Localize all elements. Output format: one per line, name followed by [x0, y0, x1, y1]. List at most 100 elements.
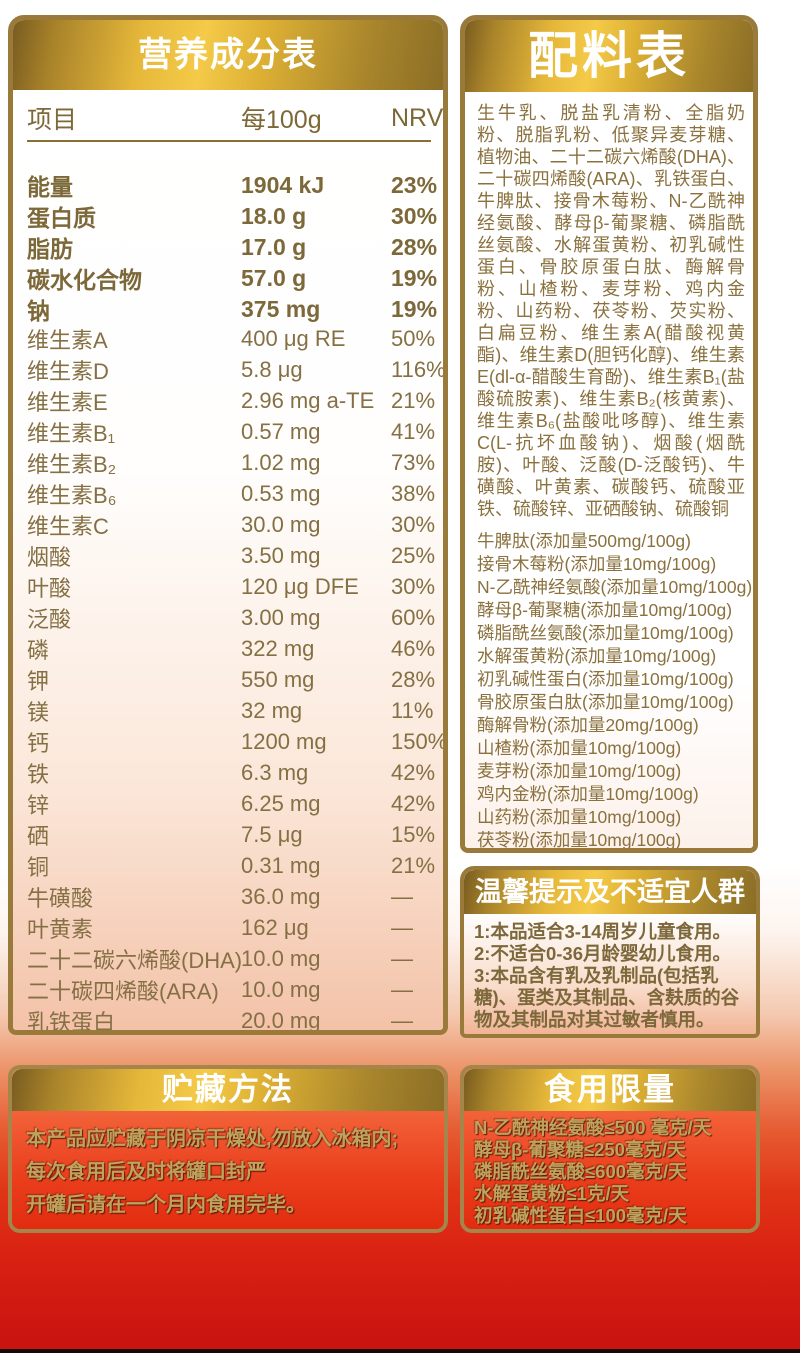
nutrient-name: 磷	[27, 638, 50, 663]
table-row: 脂肪 17.0 g 28%	[27, 230, 438, 263]
nutrient-amount: 162 μg	[241, 915, 309, 940]
nutrient-name: 钠	[27, 298, 50, 324]
nutrient-nrv: 25%	[391, 543, 436, 568]
nutrient-nrv: 116%	[391, 357, 446, 382]
nutrient-name: 叶酸	[27, 576, 72, 601]
nutrient-name: 维生素B₂	[27, 452, 117, 477]
nutrient-amount: 375 mg	[241, 295, 321, 322]
nutrient-nrv: 30%	[391, 202, 438, 229]
consumption-limit-line: 酵母β-葡聚糖≤250毫克/天	[474, 1139, 686, 1160]
consumption-limit-title: 食用限量	[464, 1069, 756, 1111]
nutrient-nrv: 28%	[391, 233, 438, 260]
nutrient-name: 维生素A	[27, 328, 108, 353]
nutrient-name: 蛋白质	[27, 205, 96, 231]
nutrient-nrv: 15%	[391, 822, 436, 847]
header-divider	[27, 140, 431, 142]
nutrient-amount: 550 mg	[241, 667, 315, 692]
table-row: 磷 322 mg 46%	[27, 633, 437, 664]
nutrient-name: 烟酸	[27, 545, 72, 570]
additive-item: N-乙酰神经氨酸(添加量10mg/100g)	[477, 577, 753, 597]
nutrient-nrv: —	[391, 977, 413, 1002]
consumption-limit-line: 磷脂酰丝氨酸≤600毫克/天	[474, 1161, 687, 1182]
nutrient-nrv: 30%	[391, 512, 436, 537]
table-row: 钾 550 mg 28%	[27, 664, 437, 695]
nutrient-nrv: 28%	[391, 667, 436, 692]
nutrient-name: 铜	[27, 855, 50, 880]
table-row: 硒 7.5 μg 15%	[27, 819, 437, 850]
table-row: 维生素D 5.8 μg 116%	[27, 354, 443, 385]
nutrient-amount: 10.0 mg	[241, 946, 321, 971]
nutrient-nrv: 11%	[391, 698, 434, 723]
ingredients-body: 生牛乳、脱盐乳清粉、全脂奶粉、脱脂乳粉、低聚异麦芽糖、植物油、二十二碳六烯酸(D…	[465, 92, 753, 848]
ingredients-title: 配料表	[465, 20, 753, 92]
consumption-limit-line: N-乙酰神经氨酸≤500 毫克/天	[474, 1117, 712, 1138]
nutrition-rows: 能量 1904 kJ 23% 蛋白质 18.0 g 30% 脂肪 17.0 g …	[27, 168, 443, 1035]
nutrient-nrv: 60%	[391, 605, 436, 630]
storage-body: 本产品应贮藏于阴凉干燥处,勿放入冰箱内; 每次食用后及时将罐口封严 开罐后请在一个月…	[12, 1111, 444, 1229]
nutrient-name: 叶黄素	[27, 917, 94, 942]
additive-item: 牛脾肽(添加量500mg/100g)	[477, 531, 691, 551]
nutrient-nrv: 19%	[391, 295, 438, 322]
nutrition-table: 项目 每100g NRV% 能量 1904 kJ 23% 蛋白质 18.0 g …	[13, 90, 443, 1030]
additive-item: 鸡内金粉(添加量10mg/100g)	[477, 784, 699, 804]
nutrient-amount: 2.96 mg a-TE	[241, 388, 375, 413]
nutrient-name: 二十二碳六烯酸(DHA)	[27, 948, 243, 973]
nutrient-nrv: 46%	[391, 636, 436, 661]
nutrition-facts-panel: 营养成分表 项目 每100g NRV% 能量 1904 kJ 23% 蛋白质 1…	[8, 15, 448, 1035]
nutrient-nrv: —	[391, 946, 413, 971]
table-row: 烟酸 3.50 mg 25%	[27, 540, 437, 571]
consumption-limit-panel: 食用限量 N-乙酰神经氨酸≤500 毫克/天 酵母β-葡聚糖≤250毫克/天 磷脂酰…	[460, 1065, 760, 1233]
storage-panel: 贮藏方法 本产品应贮藏于阴凉干燥处,勿放入冰箱内; 每次食用后及时将罐口封严 开罐后…	[8, 1065, 448, 1233]
nutrient-nrv: 38%	[391, 481, 436, 506]
additive-amount-list: 牛脾肽(添加量500mg/100g) 接骨木莓粉(添加量10mg/100g) N-乙…	[477, 530, 753, 848]
nutrient-amount: 6.25 mg	[241, 791, 321, 816]
nutrient-nrv: 21%	[391, 388, 436, 413]
table-row: 能量 1904 kJ 23%	[27, 168, 437, 201]
column-header-item: 项目	[27, 106, 78, 134]
nutrient-nrv: —	[391, 1008, 413, 1033]
nutrient-amount: 30.0 mg	[241, 512, 321, 537]
nutrient-name: 乳铁蛋白	[27, 1010, 116, 1035]
nutrient-nrv: 73%	[391, 450, 436, 475]
table-row: 碳水化合物 57.0 g 19%	[27, 261, 437, 294]
nutrient-name: 硒	[27, 824, 50, 849]
nutrient-amount: 322 mg	[241, 636, 315, 661]
tip-line: 1:本品适合3-14周岁儿童食用。	[474, 921, 731, 942]
nutrient-name: 维生素D	[27, 359, 109, 384]
nutrient-amount: 0.31 mg	[241, 853, 321, 878]
table-row: 二十二碳六烯酸(DHA) 10.0 mg —	[27, 943, 437, 974]
storage-line: 本产品应贮藏于阴凉干燥处,勿放入冰箱内;	[26, 1128, 399, 1150]
nutrient-name: 维生素E	[27, 390, 108, 415]
table-row: 铁 6.3 mg 42%	[27, 757, 437, 788]
nutrient-name: 碳水化合物	[27, 267, 142, 293]
nutrient-nrv: —	[391, 915, 413, 940]
additive-item: 初乳碱性蛋白(添加量10mg/100g)	[477, 669, 734, 689]
table-row: 乳铁蛋白 20.0 mg —	[27, 1005, 437, 1035]
table-row: 泛酸 3.00 mg 60%	[27, 602, 437, 633]
nutrient-name: 维生素B₁	[27, 421, 116, 446]
nutrition-table-header: 项目 每100g NRV%	[27, 98, 443, 138]
table-row: 二十碳四烯酸(ARA) 10.0 mg —	[27, 974, 437, 1005]
nutrient-amount: 1904 kJ	[241, 171, 325, 198]
nutrient-amount: 3.00 mg	[241, 605, 321, 630]
nutrient-amount: 0.57 mg	[241, 419, 321, 444]
column-header-per100g: 每100g	[241, 106, 322, 134]
nutrient-name: 二十碳四烯酸(ARA)	[27, 979, 219, 1004]
table-row: 维生素C 30.0 mg 30%	[27, 509, 437, 540]
tip-line: 3:本品含有乳及乳制品(包括乳糖)、蛋类及其制品、含麸质的谷物及其制品对其过敏者…	[474, 965, 740, 1030]
consumption-limit-line: 初乳碱性蛋白≤100毫克/天	[474, 1205, 687, 1226]
nutrient-amount: 3.50 mg	[241, 543, 321, 568]
nutrient-amount: 0.53 mg	[241, 481, 321, 506]
nutrient-amount: 57.0 g	[241, 264, 307, 291]
table-row: 维生素B₁ 0.57 mg 41%	[27, 416, 437, 447]
additive-item: 接骨木莓粉(添加量10mg/100g)	[477, 554, 717, 574]
table-row: 牛磺酸 36.0 mg —	[27, 881, 437, 912]
table-row: 铜 0.31 mg 21%	[27, 850, 437, 881]
additive-item: 骨胶原蛋白肽(添加量10mg/100g)	[477, 692, 734, 712]
storage-line: 每次食用后及时将罐口封严	[26, 1161, 266, 1183]
nutrient-nrv: 41%	[391, 419, 436, 444]
nutrient-nrv: 21%	[391, 853, 436, 878]
additive-item: 酵母β-葡聚糖(添加量10mg/100g)	[477, 600, 733, 620]
nutrition-facts-title: 营养成分表	[13, 20, 443, 90]
